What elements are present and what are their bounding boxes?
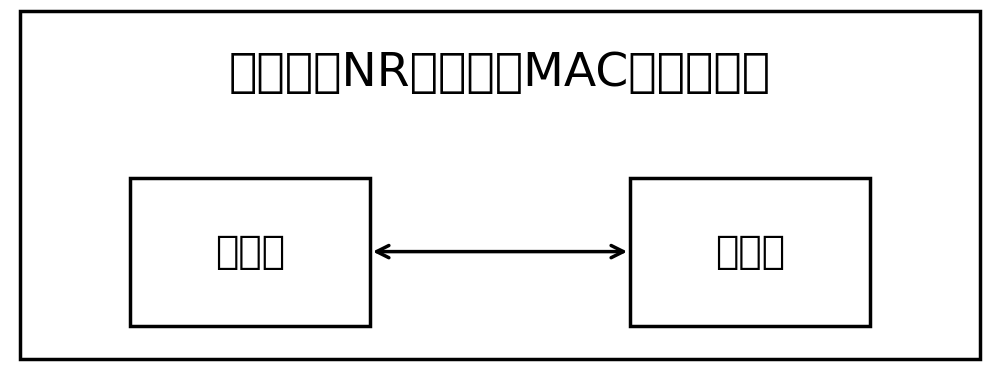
- Bar: [630, 178, 870, 326]
- Text: 处理器: 处理器: [715, 233, 785, 270]
- Bar: [130, 178, 370, 326]
- Text: 存储器: 存储器: [215, 233, 285, 270]
- Text: 一种基于NR小基站的MAC层调度终端: 一种基于NR小基站的MAC层调度终端: [229, 51, 771, 97]
